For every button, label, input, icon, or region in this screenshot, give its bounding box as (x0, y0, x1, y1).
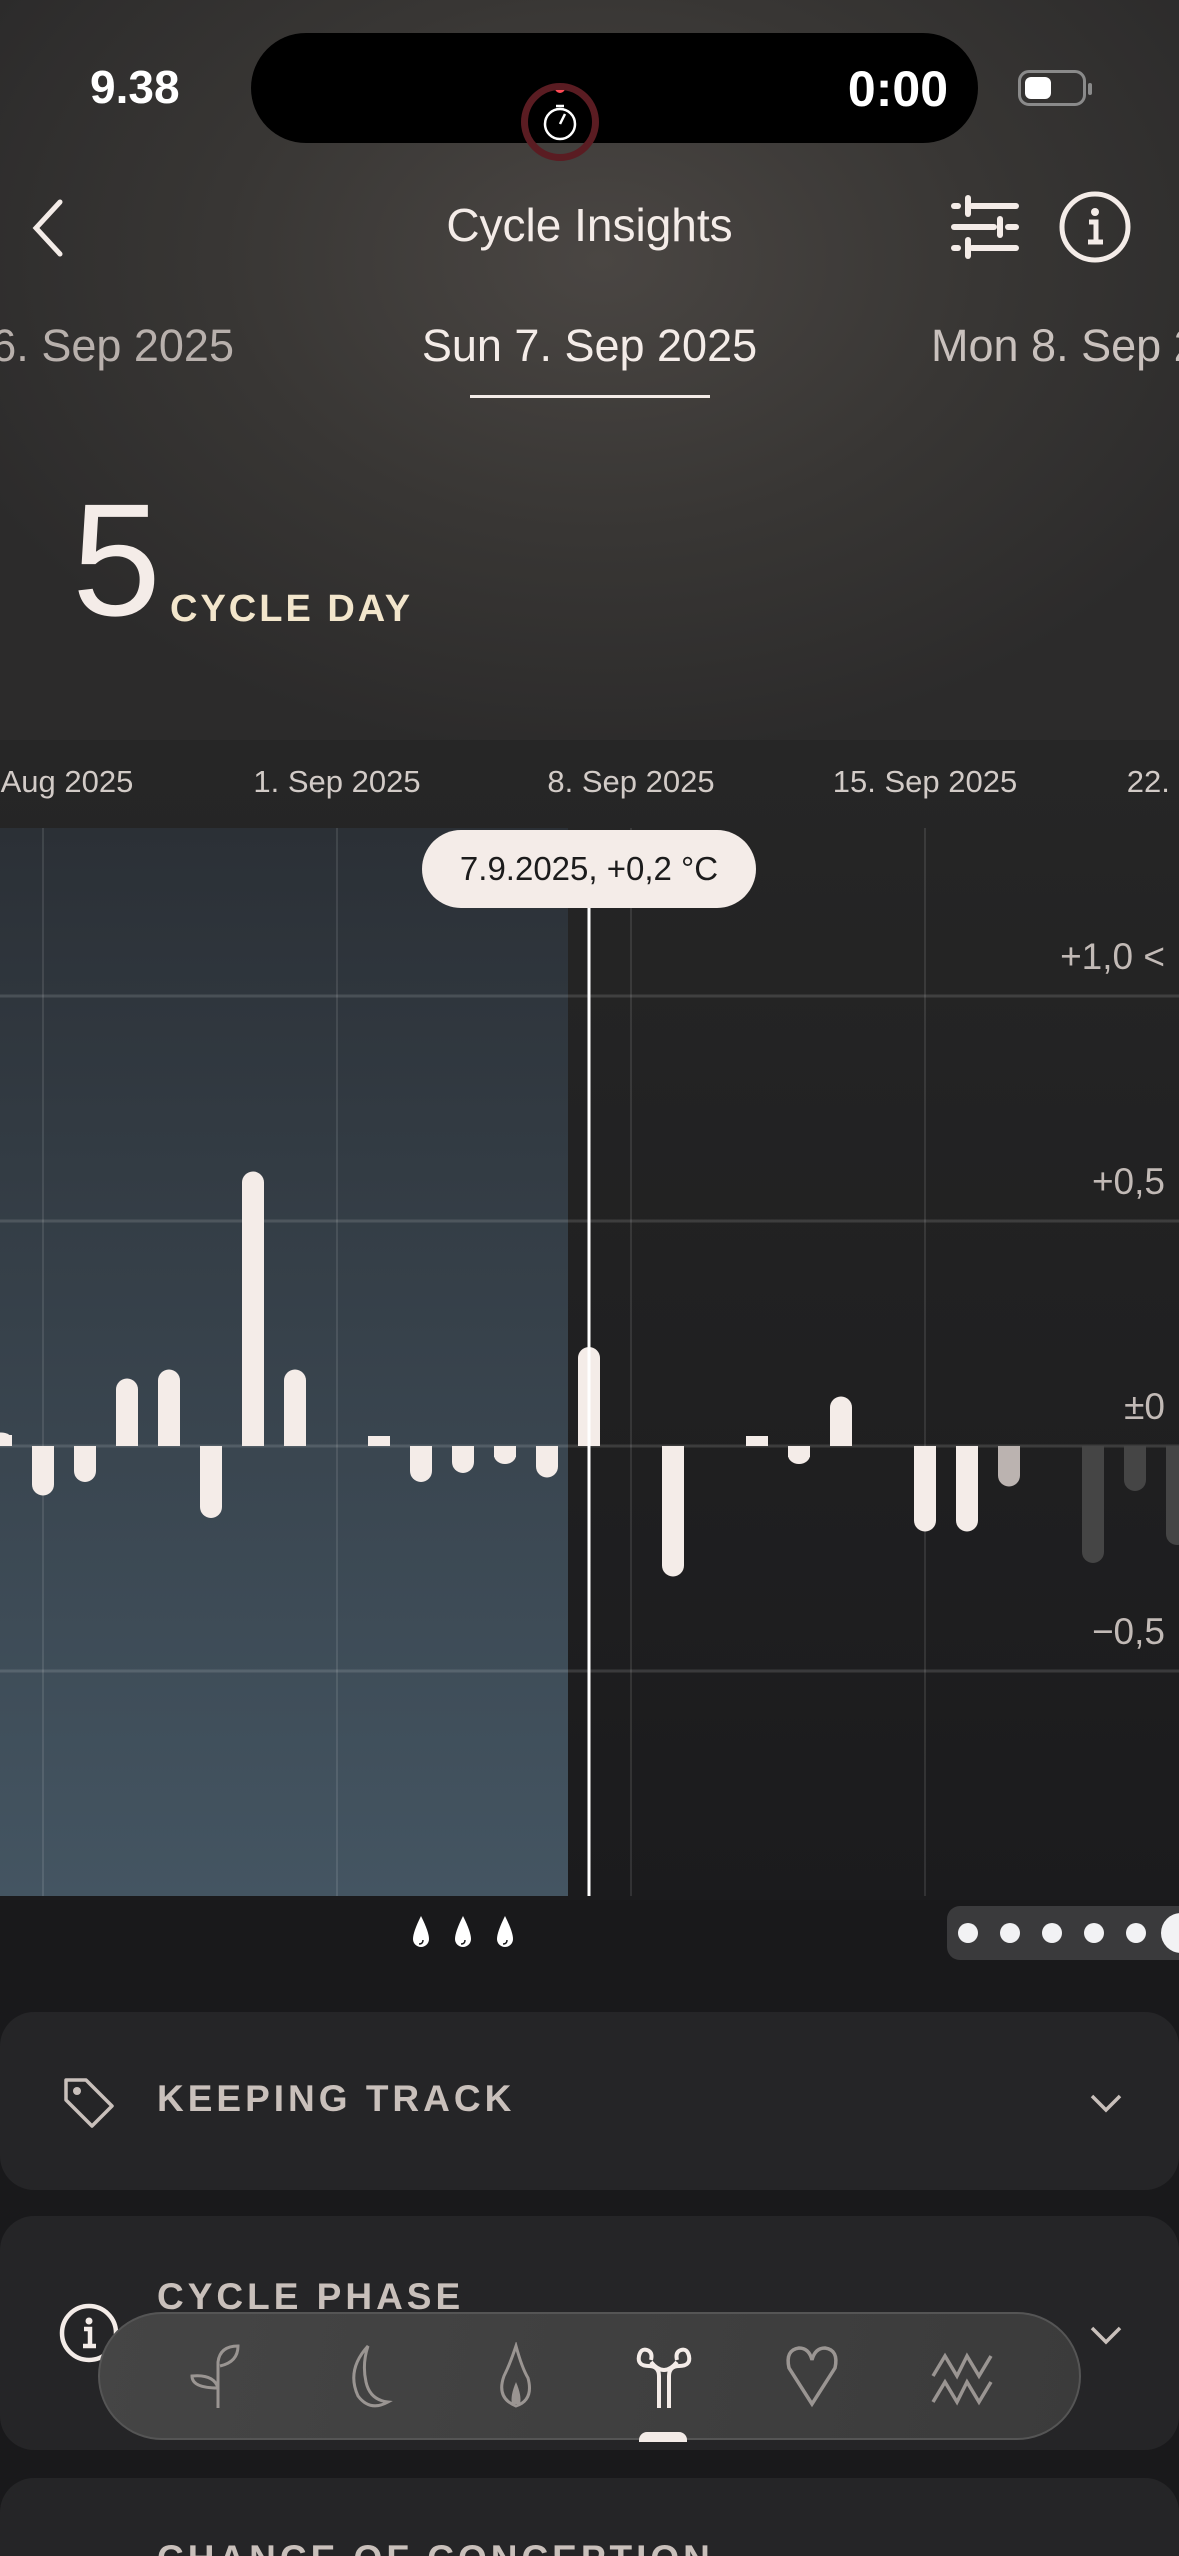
x-tick-label: 1. Sep 2025 (253, 764, 421, 799)
sprout-icon[interactable] (184, 2342, 254, 2412)
x-tick-label: 22. Sep 2025 (1126, 764, 1179, 799)
drop-icon (413, 1916, 429, 1947)
page-title: Cycle Insights (446, 199, 733, 251)
chart-tooltip: 7.9.2025, +0,2 °C (422, 830, 756, 908)
y-tick-label: +0,5 (1091, 1161, 1165, 1202)
bar[interactable] (158, 1369, 180, 1447)
bar[interactable] (536, 1446, 558, 1478)
bar[interactable] (1166, 1446, 1179, 1545)
y-tick-label: −0,5 (1091, 1611, 1165, 1652)
moon-icon[interactable] (334, 2342, 404, 2412)
cycle-day-number: 5 (72, 470, 161, 649)
week-dots-scroller[interactable] (947, 1906, 1179, 1960)
x-tick-label: 15. Sep 2025 (832, 764, 1018, 799)
bar[interactable] (788, 1446, 810, 1464)
info-icon[interactable] (1058, 190, 1132, 264)
selected-tab-indicator (470, 395, 710, 398)
dot (1000, 1923, 1020, 1943)
x-tick-label: 8. Sep 2025 (547, 764, 715, 799)
bar[interactable] (368, 1436, 390, 1446)
date-tab-next[interactable]: Mon 8. Sep 2025 (931, 320, 1179, 371)
bar[interactable] (956, 1446, 978, 1532)
stopwatch-icon (521, 83, 599, 161)
heart-icon[interactable] (777, 2342, 847, 2412)
chevron-down-icon[interactable] (1088, 2088, 1124, 2118)
bar[interactable] (1082, 1446, 1104, 1563)
bar[interactable] (746, 1436, 768, 1446)
dot (958, 1923, 978, 1943)
cycle-day-label: CYCLE DAY (170, 588, 414, 630)
bar[interactable] (662, 1446, 684, 1577)
selected-tab-indicator (639, 2432, 687, 2442)
bar[interactable] (1124, 1446, 1146, 1491)
bar[interactable] (200, 1446, 222, 1518)
bar[interactable] (494, 1446, 516, 1464)
chance-of-conception-card[interactable]: CHANCE OF CONCEPTION (0, 2478, 1179, 2556)
bar[interactable] (452, 1446, 474, 1473)
dot (1042, 1923, 1062, 1943)
bottom-tab-bar (98, 2312, 1081, 2440)
bar[interactable] (116, 1378, 138, 1447)
sliders-icon[interactable] (950, 194, 1022, 260)
dynamic-island[interactable]: 0:00 (251, 33, 978, 161)
card-label: CYCLE PHASE (157, 2276, 465, 2317)
bar[interactable] (410, 1446, 432, 1482)
y-tick-label: +1,0 < (1060, 936, 1165, 977)
period-highlight-region (0, 828, 568, 1896)
battery-icon (1018, 70, 1092, 106)
drop-icon (455, 1916, 471, 1947)
dot-selected (1161, 1913, 1179, 1953)
flame-icon[interactable] (482, 2342, 552, 2412)
chevron-left-icon[interactable] (22, 196, 72, 260)
temperature-chart[interactable] (0, 0, 1179, 2000)
timer-text: 0:00 (847, 61, 948, 117)
card-label: KEEPING TRACK (157, 2078, 516, 2119)
bar[interactable] (74, 1446, 96, 1482)
x-tick-label: 25. Aug 2025 (0, 764, 134, 799)
bar[interactable] (242, 1171, 264, 1447)
uterus-icon[interactable] (629, 2342, 699, 2412)
bar[interactable] (998, 1446, 1020, 1487)
status-time: 9.38 (90, 61, 180, 113)
keeping-track-card[interactable]: KEEPING TRACK (0, 2012, 1179, 2190)
dot (1084, 1923, 1104, 1943)
y-tick-label: ±0 (1124, 1386, 1165, 1427)
date-tab-previous[interactable]: Sat 6. Sep 2025 (0, 320, 234, 371)
card-label: CHANCE OF CONCEPTION (157, 2538, 714, 2556)
bar[interactable] (830, 1396, 852, 1447)
drop-icon (497, 1916, 513, 1947)
date-tab-selected[interactable]: Sun 7. Sep 2025 (421, 320, 758, 371)
dot (1126, 1923, 1146, 1943)
waves-icon[interactable] (927, 2342, 997, 2412)
tag-icon (64, 2078, 114, 2128)
chevron-down-icon[interactable] (1088, 2320, 1124, 2350)
bar[interactable] (284, 1369, 306, 1447)
bar[interactable] (32, 1446, 54, 1496)
bar[interactable] (914, 1446, 936, 1532)
bar[interactable] (0, 1432, 12, 1447)
